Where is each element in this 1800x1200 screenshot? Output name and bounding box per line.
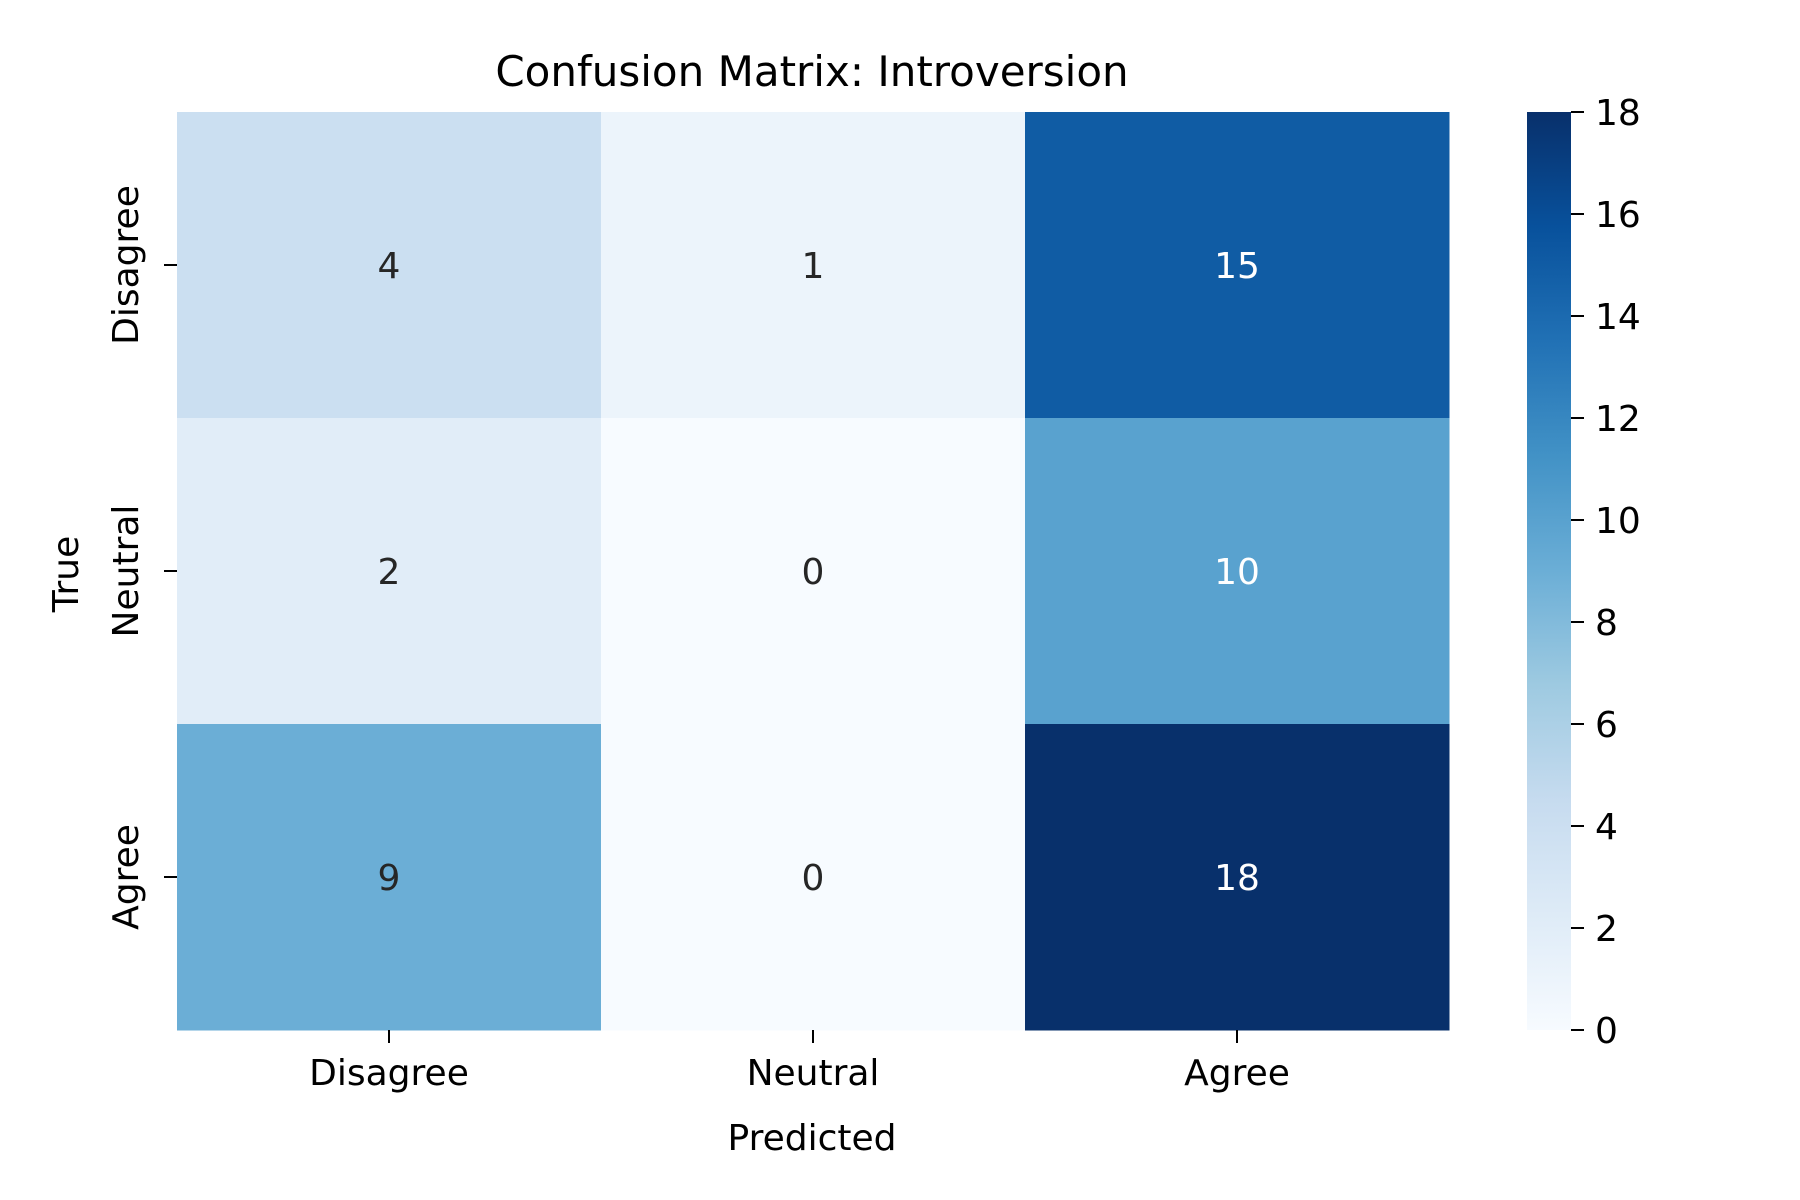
colorbar-tick-label: 0 — [1595, 1011, 1618, 1052]
x-tick-label: Disagree — [309, 1053, 469, 1094]
x-axis-ticks: Disagree Neutral Agree — [309, 1030, 1290, 1094]
colorbar-ticks: 0 2 4 6 8 10 12 14 16 18 — [1571, 93, 1641, 1052]
colorbar-tick-label: 16 — [1595, 195, 1641, 236]
chart-title: Confusion Matrix: Introversion — [495, 47, 1128, 96]
cell-value-label: 18 — [1214, 858, 1260, 899]
x-tick-label: Neutral — [747, 1053, 880, 1094]
heatmap-cell — [177, 418, 602, 725]
colorbar-tick-label: 2 — [1595, 909, 1618, 950]
x-axis-label: Predicted — [728, 1118, 897, 1159]
colorbar-tick-label: 6 — [1595, 705, 1618, 746]
cell-value-label: 1 — [802, 246, 825, 287]
heatmap-cell — [601, 418, 1026, 725]
colorbar-tick-label: 4 — [1595, 807, 1618, 848]
y-tick-label: Neutral — [106, 505, 147, 638]
cell-value-label: 15 — [1214, 246, 1260, 287]
colorbar-tick-label: 18 — [1595, 93, 1641, 134]
heatmap-cell — [601, 724, 1026, 1031]
cell-value-label: 9 — [378, 858, 401, 899]
x-tick-label: Agree — [1184, 1053, 1290, 1094]
colorbar-tick-label: 14 — [1595, 297, 1641, 338]
heatmap-cell — [177, 112, 602, 419]
y-tick-label: Disagree — [106, 185, 147, 345]
cell-value-label: 10 — [1214, 552, 1260, 593]
heatmap-cells: 4 1 15 2 0 10 9 0 18 — [177, 112, 1450, 1031]
colorbar-tick-label: 12 — [1595, 399, 1641, 440]
y-tick-label: Agree — [106, 824, 147, 930]
cell-value-label: 2 — [378, 552, 401, 593]
y-axis-ticks: Disagree Neutral Agree — [106, 185, 177, 930]
heatmap-cell — [177, 724, 602, 1031]
heatmap-cell — [1025, 418, 1450, 725]
heatmap-cell — [1025, 112, 1450, 419]
colorbar-tick-label: 10 — [1595, 501, 1641, 542]
cell-value-label: 4 — [378, 246, 401, 287]
colorbar — [1527, 112, 1571, 1030]
y-axis-label: True — [46, 536, 87, 613]
heatmap-cell — [601, 112, 1026, 419]
heatmap-cell — [1025, 724, 1450, 1031]
cell-value-label: 0 — [802, 552, 825, 593]
cell-value-label: 0 — [802, 858, 825, 899]
colorbar-tick-label: 8 — [1595, 603, 1618, 644]
